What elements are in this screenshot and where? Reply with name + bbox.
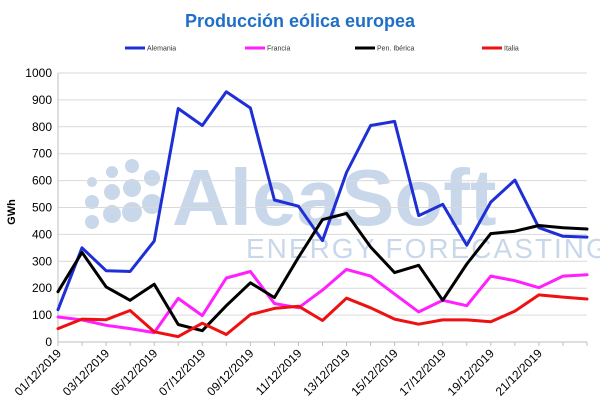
x-tick-label: 05/12/2019 — [108, 346, 161, 399]
x-tick-label: 07/12/2019 — [156, 346, 209, 399]
svg-text:ENERGY FORECASTING: ENERGY FORECASTING — [246, 233, 600, 264]
legend-label: Pen. Ibérica — [377, 46, 414, 53]
y-tick-label: 300 — [32, 254, 52, 268]
y-tick-label: 200 — [32, 281, 52, 295]
legend-item: Pen. Ibérica — [355, 46, 414, 53]
series-line-alemania — [56, 90, 589, 312]
y-tick-label: 500 — [32, 201, 52, 215]
y-axis-label: GWh — [6, 199, 18, 225]
y-tick-label: 400 — [32, 227, 52, 241]
x-tick-label: 13/12/2019 — [300, 346, 353, 399]
watermark-dots-icon — [85, 159, 162, 229]
gridlines — [57, 72, 587, 343]
x-tick-label: 19/12/2019 — [445, 346, 498, 399]
legend: Alemania Francia Pen. Ibérica Italia — [125, 46, 519, 53]
x-tick-label: 03/12/2019 — [60, 346, 113, 399]
legend-label: Alemania — [147, 46, 176, 53]
series-line-italia — [56, 293, 589, 339]
y-tick-label: 1000 — [25, 66, 52, 80]
y-tick-label: 700 — [32, 147, 52, 161]
y-tick-label: 900 — [32, 93, 52, 107]
svg-text:AleaSoft: AleaSoft — [172, 153, 497, 242]
x-tick-label: 11/12/2019 — [253, 346, 305, 398]
legend-label: Italia — [504, 46, 519, 53]
y-tick-label: 800 — [32, 120, 52, 134]
x-tick-label: 21/12/2019 — [493, 346, 546, 399]
y-tick-label: 600 — [32, 174, 52, 188]
y-tick-label: 100 — [32, 308, 52, 322]
watermark-logo: AleaSoft ENERGY FORECASTING — [85, 153, 600, 264]
series-line-francia — [56, 267, 589, 335]
series-layer — [56, 90, 589, 339]
legend-label: Francia — [267, 46, 290, 53]
x-tick-label: 15/12/2019 — [348, 346, 401, 399]
y-axis: 0 100 200 300 400 500 600 700 800 900 1000 — [25, 66, 52, 349]
legend-item: Italia — [482, 46, 519, 53]
x-tick-label: 09/12/2019 — [204, 346, 257, 399]
x-axis: 01/12/201903/12/201905/12/201907/12/2019… — [12, 342, 588, 399]
chart-title: Producción eólica europea — [185, 11, 416, 31]
y-tick-label: 0 — [45, 335, 52, 349]
series-line-pen-ib-rica — [56, 211, 589, 333]
x-tick-label: 17/12/2019 — [396, 346, 449, 399]
x-tick-label: 01/12/2019 — [12, 346, 65, 399]
legend-item: Alemania — [125, 46, 176, 53]
legend-item: Francia — [245, 46, 290, 53]
